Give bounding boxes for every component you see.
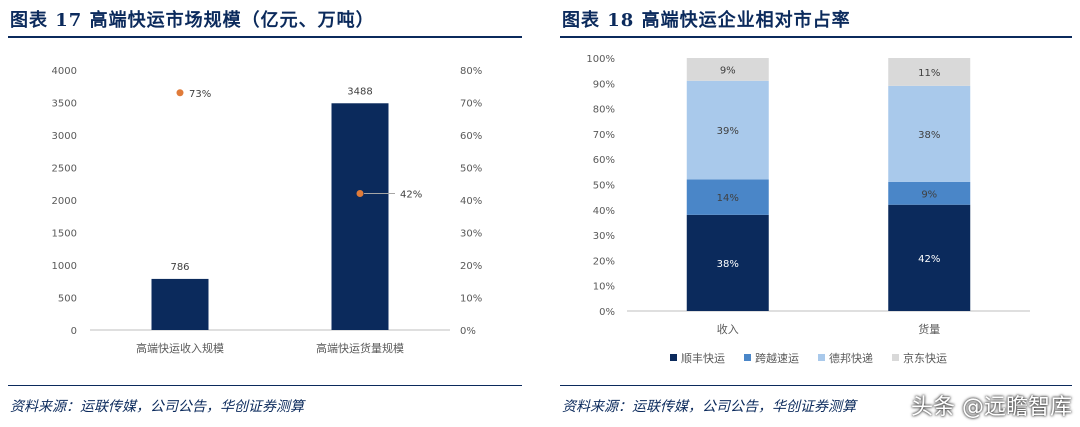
- y-tick-label: 3000: [52, 131, 77, 142]
- y-tick-label: 50%: [593, 181, 615, 192]
- y-tick-label: 1000: [52, 261, 77, 272]
- legend-swatch: [892, 354, 899, 361]
- segment-value-label: 9%: [921, 189, 937, 200]
- x-tick-label: 高端快运货量规模: [316, 341, 404, 355]
- left-figure: 图表 17 高端快运市场规模（亿元、万吨） 0 500 1000 1500 2000 25…: [0, 0, 530, 427]
- y-tick-label: 60%: [593, 155, 615, 166]
- y2-tick-label: 10%: [460, 294, 482, 305]
- legend-swatch: [818, 354, 825, 361]
- y-tick-label: 4000: [52, 66, 77, 77]
- stacked-segment: [686, 214, 769, 311]
- stacked-segment: [888, 85, 971, 182]
- y-tick-label: 10%: [593, 282, 615, 293]
- bar: [151, 278, 209, 330]
- legend-label: 京东快运: [903, 351, 947, 365]
- segment-value-label: 38%: [918, 130, 940, 141]
- y-tick-label: 40%: [593, 206, 615, 217]
- legend-swatch: [744, 354, 751, 361]
- y-tick-label: 80%: [593, 105, 615, 116]
- y2-tick-label: 70%: [460, 99, 482, 110]
- bar: [331, 103, 389, 330]
- legend-label: 德邦快递: [829, 351, 873, 365]
- y-tick-label: 30%: [593, 231, 615, 242]
- scatter-point: [176, 89, 184, 97]
- segment-value-label: 42%: [918, 254, 940, 265]
- y-tick-label: 2000: [52, 196, 77, 207]
- segment-value-label: 14%: [717, 193, 739, 204]
- y-tick-label: 1500: [52, 229, 77, 240]
- y-tick-label: 100%: [586, 54, 615, 65]
- watermark: 头条 @远瞻智库: [911, 395, 1072, 420]
- point-value-label: 42%: [400, 190, 422, 201]
- segment-value-label: 11%: [918, 68, 940, 79]
- stacked-segment: [888, 58, 971, 86]
- market-size-chart: 0 500 1000 1500 2000 2500 3000 3500 4000 0% 10% 20%…: [52, 66, 483, 355]
- y2-tick-label: 60%: [460, 131, 482, 142]
- bar-value-label: 3488: [347, 86, 372, 97]
- stacked-segment: [686, 80, 769, 180]
- point-value-label: 73%: [189, 89, 211, 100]
- y-tick-label: 0: [71, 326, 77, 337]
- y-tick-label: 3500: [52, 99, 77, 110]
- title-rule: [560, 36, 1072, 38]
- stacked-segment: [888, 204, 971, 311]
- figure-18-title: 图表 18 高端快运企业相对市占率: [562, 10, 851, 31]
- y2-tick-label: 0%: [460, 326, 476, 337]
- market-share-chart: 0% 10% 20% 30% 40% 50% 60% 70% 80% 90% 100% 38% 14% 3…: [586, 54, 1030, 365]
- x-tick-label: 货量: [918, 322, 940, 336]
- y2-tick-label: 40%: [460, 196, 482, 207]
- y2-tick-label: 30%: [460, 229, 482, 240]
- figure-18-source: 资料来源：运联传媒，公司公告，华创证券测算: [562, 399, 856, 415]
- y2-tick-label: 80%: [460, 66, 482, 77]
- y2-tick-label: 50%: [460, 164, 482, 175]
- stacked-segment: [686, 58, 769, 81]
- stacked-segment: [888, 181, 971, 205]
- y-tick-label: 70%: [593, 130, 615, 141]
- y-tick-label: 20%: [593, 256, 615, 267]
- segment-value-label: 38%: [717, 259, 739, 270]
- x-tick-label: 高端快运收入规模: [136, 341, 224, 355]
- segment-value-label: 9%: [720, 65, 736, 76]
- source-rule: [560, 385, 1072, 386]
- title-rule: [8, 36, 522, 38]
- bar-value-label: 786: [170, 262, 189, 273]
- segment-value-label: 39%: [717, 126, 739, 137]
- source-rule: [8, 385, 522, 386]
- y-tick-label: 0%: [599, 307, 615, 318]
- y2-tick-label: 20%: [460, 261, 482, 272]
- y-tick-label: 90%: [593, 79, 615, 90]
- right-figure: 图表 18 高端快运企业相对市占率 0% 10% 20% 30% 40% 50% 60% 70…: [552, 0, 1080, 427]
- legend-label: 顺丰快运: [681, 352, 725, 365]
- scatter-point: [356, 190, 364, 197]
- figure-17-title: 图表 17 高端快运市场规模（亿元、万吨）: [10, 10, 375, 31]
- legend-label: 跨越速运: [755, 351, 799, 365]
- x-tick-label: 收入: [717, 322, 739, 336]
- legend-swatch: [670, 354, 677, 361]
- stacked-segment: [686, 179, 769, 215]
- y-tick-label: 500: [58, 294, 77, 305]
- y-tick-label: 2500: [52, 164, 77, 175]
- figure-17-source: 资料来源：运联传媒，公司公告，华创证券测算: [10, 399, 304, 415]
